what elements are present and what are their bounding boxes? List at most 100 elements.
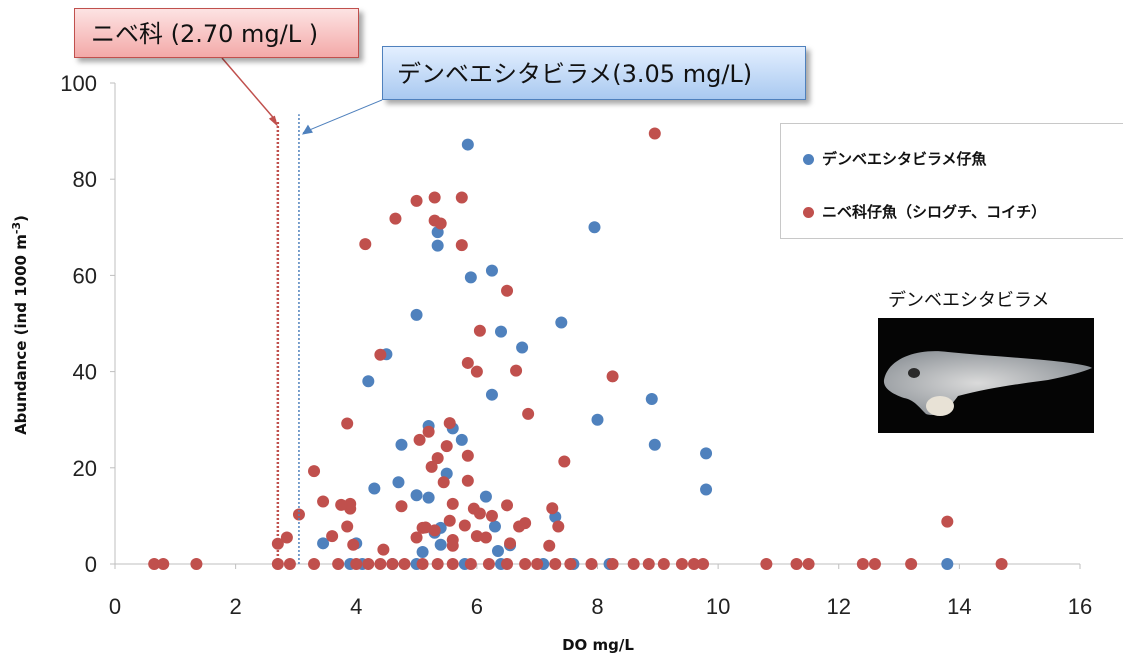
data-point [389, 212, 402, 225]
data-point [416, 558, 429, 570]
data-point [410, 194, 423, 207]
legend-item-sciaenidae: ニベ科仔魚（シログチ、コイチ） [803, 201, 1046, 222]
x-axis-title: DO mg/L [562, 636, 634, 654]
x-tick-label: 4 [350, 594, 362, 619]
data-point [585, 558, 598, 570]
data-point [485, 264, 498, 277]
data-point [190, 558, 203, 570]
data-point [443, 514, 456, 527]
data-point [461, 138, 474, 151]
data-point [398, 558, 411, 570]
threshold-lines [221, 57, 383, 564]
data-point [790, 558, 803, 570]
data-point [645, 393, 658, 406]
y-tick-label: 100 [60, 71, 97, 96]
data-point [413, 433, 426, 446]
y-axis-title: Abundance (ind 1000 m-3) [10, 215, 30, 435]
chart-legend: デンベエシタビラメ仔魚 ニベ科仔魚（シログチ、コイチ） [780, 123, 1123, 239]
fish-larva-photo [878, 318, 1094, 433]
data-point [543, 539, 556, 552]
data-point [501, 284, 514, 297]
data-point [458, 519, 471, 532]
data-point [700, 447, 713, 460]
data-point [675, 558, 688, 570]
x-tick-label: 14 [947, 594, 971, 619]
legend-item-cynoglossus: デンベエシタビラメ仔魚 [803, 148, 987, 169]
x-tick-label: 8 [591, 594, 603, 619]
photo-caption: デンベエシタビラメ [888, 290, 1050, 311]
x-tick-label: 6 [471, 594, 483, 619]
data-point [552, 520, 565, 533]
data-point [280, 531, 293, 544]
x-tick-label: 10 [706, 594, 730, 619]
data-point [519, 558, 532, 570]
data-point [455, 239, 468, 252]
data-point [440, 440, 453, 453]
data-point [504, 537, 517, 550]
data-point [648, 127, 661, 140]
y-tick-label: 40 [73, 360, 97, 385]
data-point [697, 558, 710, 570]
data-point [464, 558, 477, 570]
data-point [467, 502, 480, 515]
data-point [546, 502, 559, 515]
data-point [425, 460, 438, 473]
data-point [868, 558, 881, 570]
data-point [501, 499, 514, 512]
data-point [434, 217, 447, 230]
y-tick-label: 20 [73, 456, 97, 481]
y-tick-label: 0 [85, 552, 97, 577]
data-point [455, 191, 468, 204]
data-point [341, 417, 354, 430]
callout-arrow-red [221, 57, 277, 122]
data-point [482, 558, 495, 570]
data-point [359, 238, 372, 251]
data-point [431, 558, 444, 570]
data-point [856, 558, 869, 570]
data-point [326, 530, 339, 543]
data-point [347, 538, 360, 551]
callout-arrow-blue [302, 99, 383, 134]
data-point [995, 558, 1008, 570]
data-point [386, 558, 399, 570]
data-point [591, 413, 604, 426]
data-point [410, 308, 423, 321]
fish-larva-image [883, 351, 1092, 416]
data-point [317, 495, 330, 508]
data-point [479, 531, 492, 544]
data-point [531, 558, 544, 570]
y-tick-label: 60 [73, 263, 97, 288]
data-point [446, 558, 459, 570]
data-point [461, 449, 474, 462]
legend-label: デンベエシタビラメ仔魚 [822, 150, 987, 168]
data-point [362, 558, 375, 570]
x-tick-label: 12 [827, 594, 851, 619]
data-point [700, 483, 713, 496]
threshold-callout-sciaenidae: ニベ科 (2.70 mg/L ) [74, 8, 359, 58]
data-point [392, 476, 405, 489]
data-point [522, 407, 535, 420]
data-point [760, 558, 773, 570]
data-point [283, 558, 296, 570]
data-point [470, 530, 483, 543]
data-point [555, 316, 568, 329]
data-point [350, 558, 363, 570]
chart-marks [148, 127, 1008, 570]
data-point [627, 558, 640, 570]
legend-label: ニベ科仔魚（シログチ、コイチ） [822, 203, 1047, 221]
data-point [341, 520, 354, 533]
data-point [941, 515, 954, 528]
callout-arrowhead-red [268, 115, 278, 127]
data-point [374, 558, 387, 570]
data-point [446, 497, 459, 510]
data-point [802, 558, 815, 570]
data-point [332, 558, 345, 570]
threshold-callout-cynoglossus: デンベエシタビラメ(3.05 mg/L) [382, 46, 806, 100]
data-point [513, 520, 526, 533]
data-point [431, 452, 444, 465]
data-point [564, 558, 577, 570]
data-point [428, 524, 441, 537]
data-point [495, 325, 507, 338]
data-point [395, 438, 408, 451]
